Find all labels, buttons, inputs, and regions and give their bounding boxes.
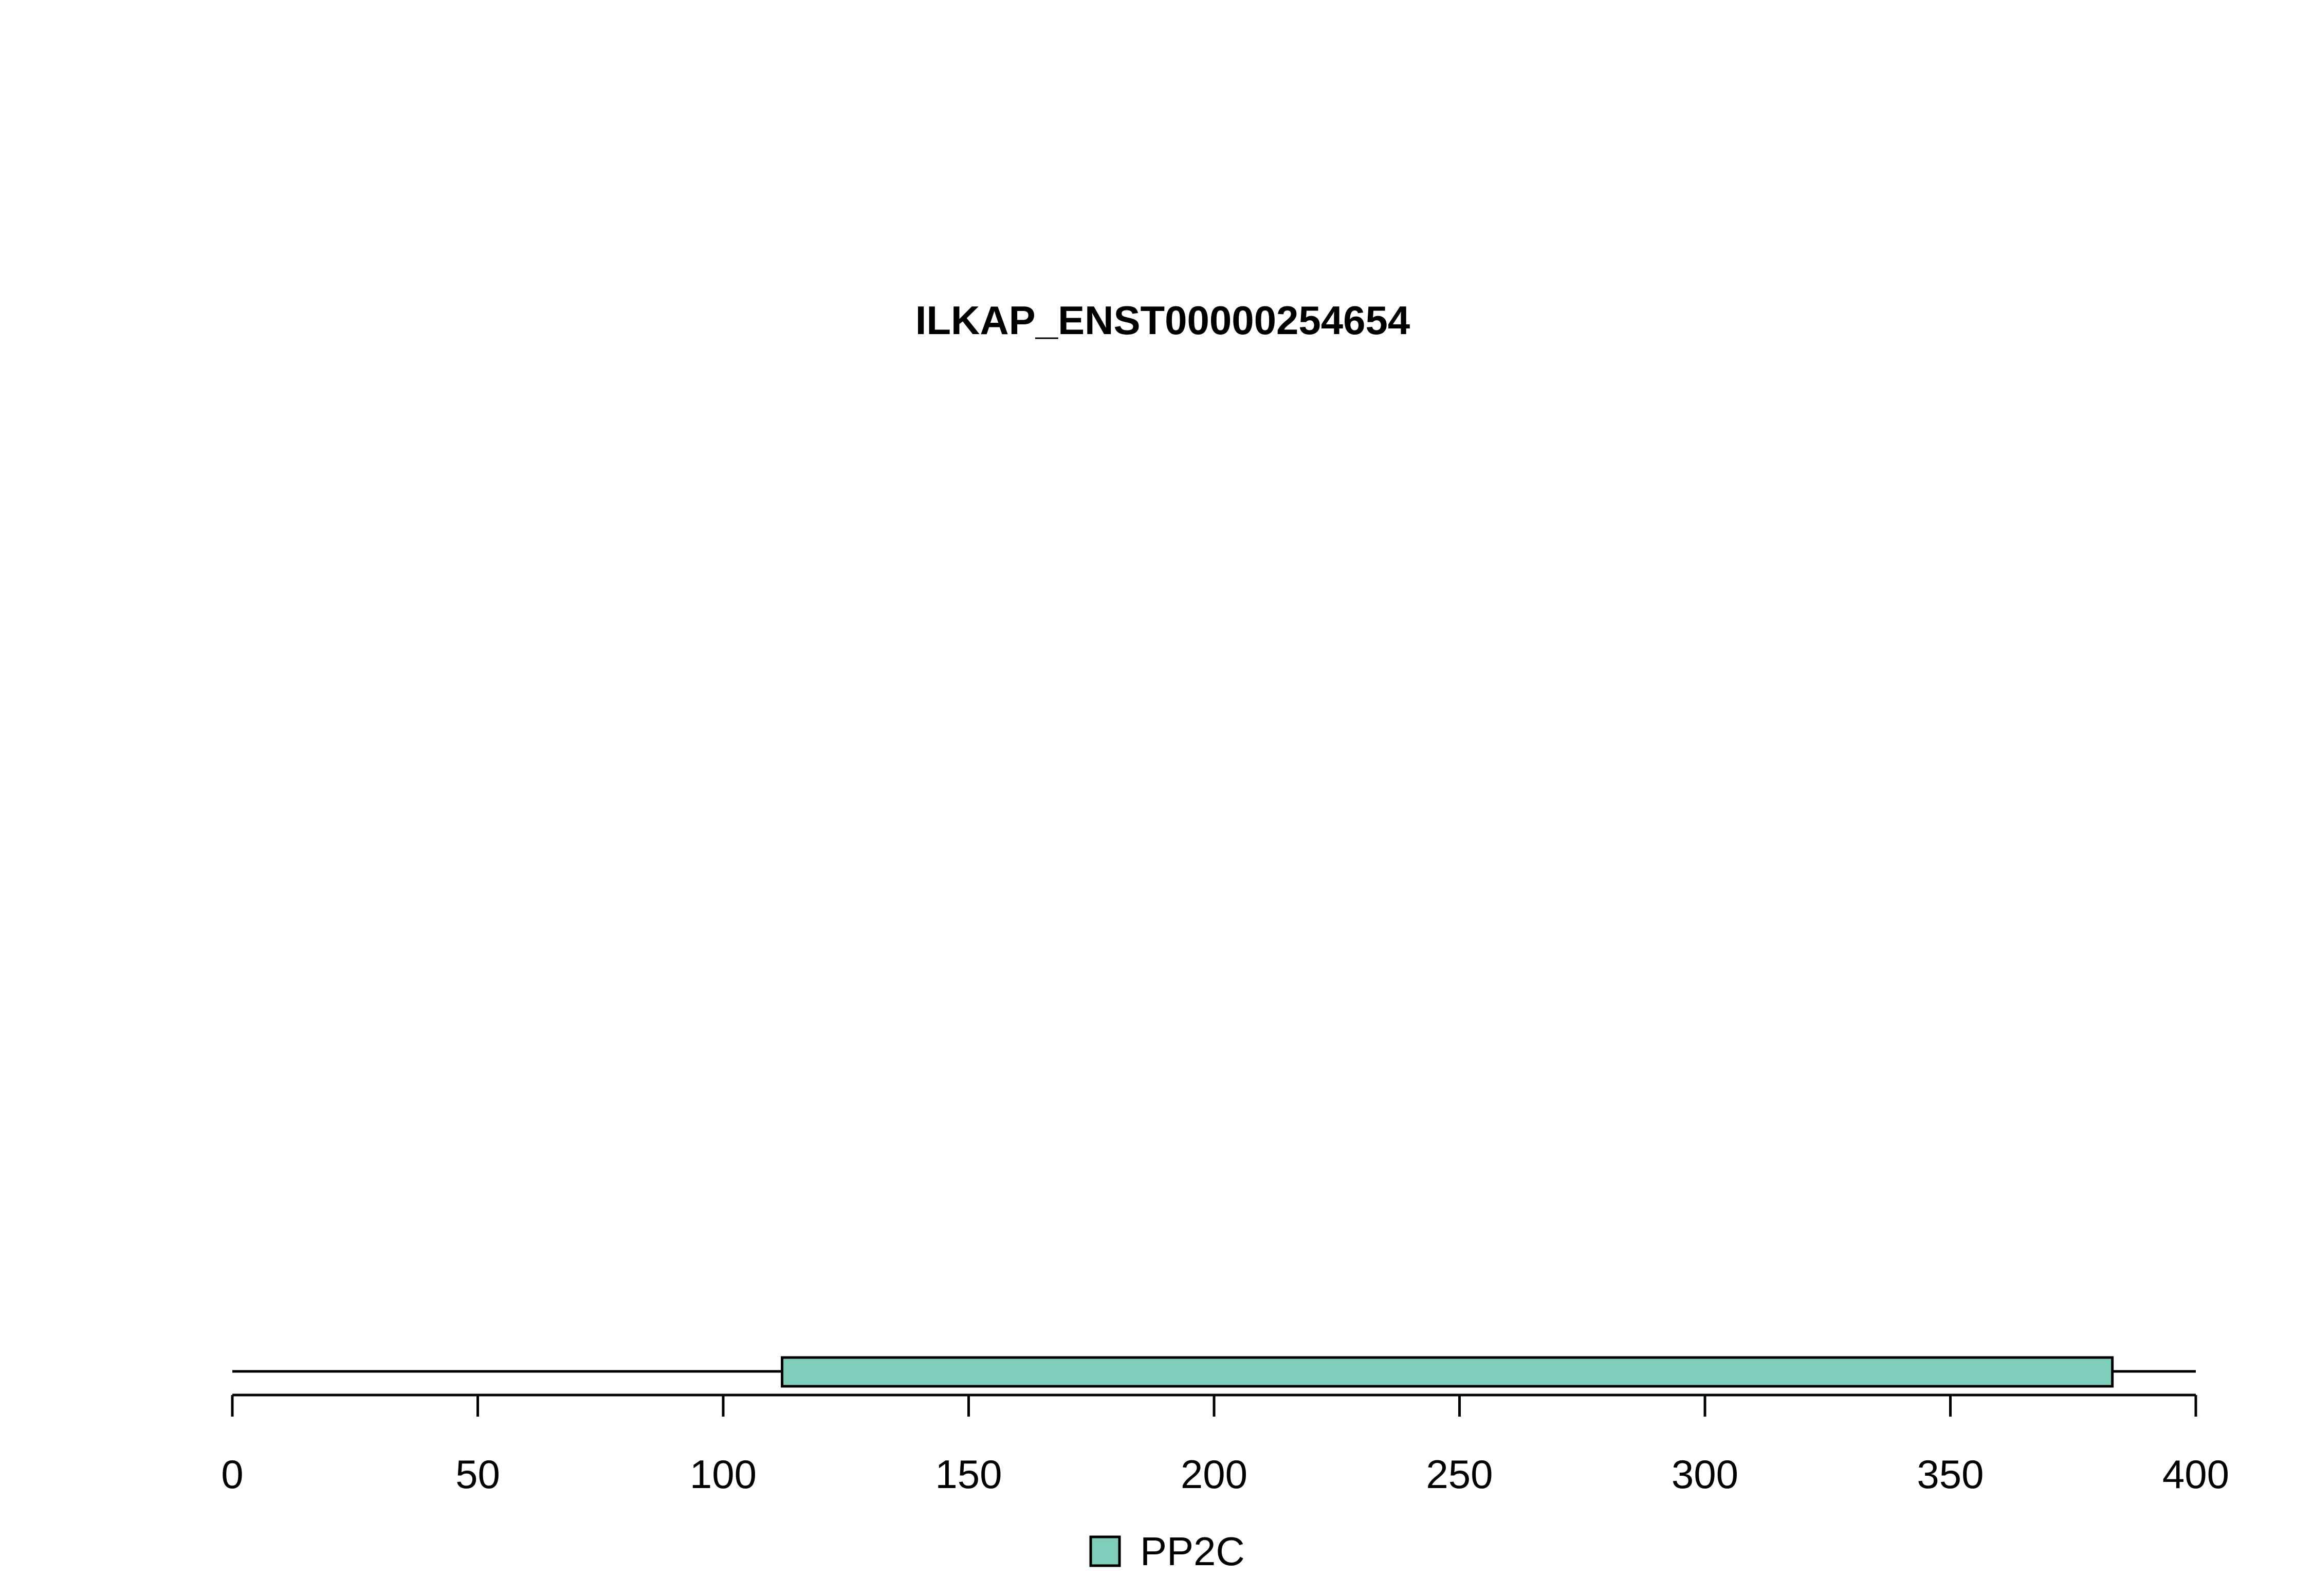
x-tick-label: 200 (1181, 1452, 1247, 1497)
x-tick-label: 300 (1672, 1452, 1738, 1497)
x-tick-label: 350 (1917, 1452, 1984, 1497)
legend: PP2C (1089, 1529, 1245, 1574)
x-tick-label: 400 (2162, 1452, 2229, 1497)
domain-pp2c-rect (781, 1356, 2114, 1388)
x-tick-label: 250 (1426, 1452, 1493, 1497)
x-tick-label: 0 (221, 1452, 243, 1497)
chart-title: ILKAP_ENST00000254654 (915, 298, 1410, 343)
x-axis: 0 50 100 150 200 250 300 350 400 (221, 1393, 2229, 1497)
x-tick-label: 100 (690, 1452, 757, 1497)
legend-swatch-pp2c (1089, 1535, 1121, 1567)
x-tick-label: 50 (455, 1452, 500, 1497)
legend-label-pp2c: PP2C (1140, 1529, 1245, 1574)
x-tick-label: 150 (935, 1452, 1002, 1497)
domain-layer (781, 1356, 2114, 1388)
